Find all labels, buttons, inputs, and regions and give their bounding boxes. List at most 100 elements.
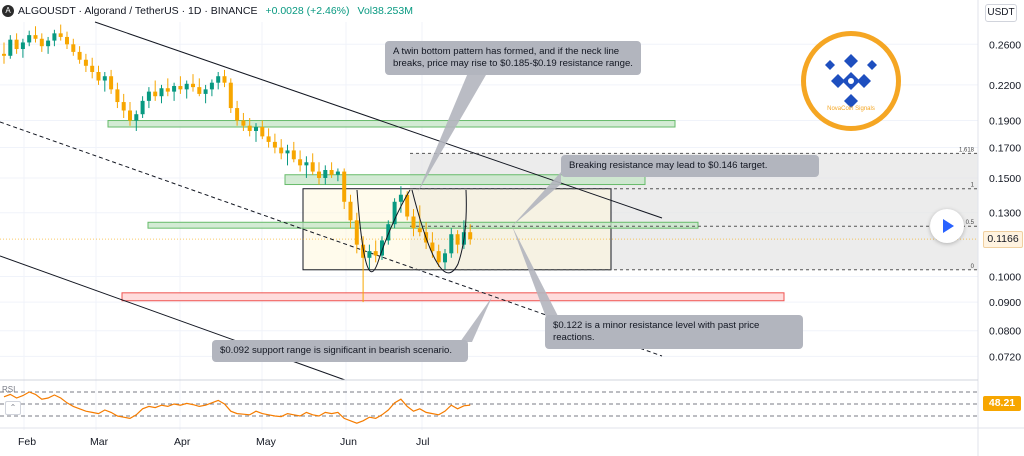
candle-body: [367, 251, 372, 258]
rsi-label: RSI: [2, 385, 16, 394]
candle-body: [405, 194, 410, 217]
fib-level-label: 1: [971, 183, 975, 189]
candle-body: [65, 36, 69, 45]
candle-body: [285, 150, 290, 154]
candle-body: [39, 38, 44, 47]
candle-body: [191, 83, 195, 88]
candle-body: [380, 240, 384, 256]
candle-body: [291, 150, 296, 160]
y-tick-label: 0.0900: [989, 297, 1021, 309]
y-tick-label: 0.2600: [989, 39, 1021, 51]
candle-body: [203, 89, 208, 94]
candle-body: [209, 82, 214, 90]
brand-diamond-logo-icon: [825, 54, 877, 108]
currency-selector[interactable]: USDT: [985, 4, 1017, 22]
candle-body: [304, 162, 309, 166]
pattern-box-layer: [302, 153, 978, 271]
candle-body: [46, 40, 51, 47]
candle-body: [216, 76, 221, 83]
fib-level-label: 0.5: [966, 220, 975, 226]
current-price-tag: 0.1166: [983, 231, 1023, 248]
candle-body: [96, 71, 101, 81]
y-tick-label: 0.0800: [989, 326, 1021, 338]
candle-body: [266, 136, 271, 142]
candle-body: [411, 216, 416, 229]
candle-body: [146, 91, 151, 101]
candle-body: [83, 59, 88, 66]
candle-body: [436, 251, 441, 263]
candle-body: [197, 87, 202, 94]
candle-body: [272, 141, 277, 148]
pointer-support: [460, 297, 492, 342]
candle-body: [2, 53, 6, 56]
candle-body: [140, 100, 145, 115]
candle-body: [260, 127, 265, 137]
pointer-minor-resistance: [512, 226, 560, 320]
candle-body: [134, 114, 139, 121]
candle-body: [417, 228, 422, 233]
fibonacci-layer: 1.618 1 0.5 0: [410, 147, 978, 271]
candle-body: [14, 39, 19, 50]
x-tick-label: Jun: [340, 436, 357, 448]
candle-body: [398, 194, 403, 202]
candle-body: [254, 127, 258, 131]
candle-body: [109, 76, 114, 90]
callout-support[interactable]: $0.092 support range is significant in b…: [212, 340, 468, 362]
candle-body: [121, 102, 126, 111]
resistance-zone: [284, 174, 646, 186]
candle-body: [468, 232, 473, 240]
pointer-twin-bottom: [418, 68, 490, 192]
twin-bottom-pattern-box: [302, 188, 612, 271]
candle-body: [430, 242, 435, 252]
callout-minor-resistance[interactable]: $0.122 is a minor resistance level with …: [545, 315, 803, 349]
price-change: +0.0028 (+2.46%): [265, 5, 350, 17]
candle-body: [222, 76, 227, 83]
support-zone: [121, 292, 785, 302]
callout-twin-bottom[interactable]: A twin bottom pattern has formed, and if…: [385, 41, 641, 75]
resistance-zone: [107, 120, 676, 128]
candle-body: [348, 201, 353, 221]
candle-body: [342, 171, 347, 202]
candle-body: [392, 201, 397, 225]
candle-body: [102, 76, 107, 81]
y-tick-label: 0.0720: [989, 351, 1021, 363]
replay-button[interactable]: [930, 209, 964, 243]
volume-readout: Vol38.253M: [357, 5, 413, 17]
candle-body: [247, 125, 252, 131]
callout-breaking-resistance[interactable]: Breaking resistance may lead to $0.146 t…: [561, 155, 819, 177]
pointer-breaking-resistance: [512, 172, 561, 226]
candle-body: [172, 86, 177, 92]
y-tick-label: 0.1700: [989, 143, 1021, 155]
candle-body: [228, 82, 233, 109]
candle-body: [241, 120, 246, 126]
chart-title[interactable]: ALGOUSDT · Algorand / TetherUS · 1D · BI…: [18, 5, 258, 17]
rsi-line: [3, 391, 471, 424]
logo-caption: NovaCoin Signals: [827, 106, 875, 112]
candle-body: [317, 171, 321, 178]
candle-body: [235, 108, 240, 121]
y-tick-label: 0.1300: [989, 208, 1021, 220]
collapse-chevron-icon[interactable]: ⌃: [5, 401, 21, 415]
candle-body: [159, 88, 164, 97]
x-tick-label: Feb: [18, 436, 36, 448]
fib-level-label: 0: [971, 264, 975, 270]
twin-bottom-curve-right: [411, 189, 467, 274]
candle-body: [455, 234, 460, 245]
candle-body: [184, 83, 189, 90]
candle-body: [279, 147, 284, 154]
candle-body: [20, 42, 25, 50]
candle-body: [153, 91, 158, 97]
x-tick-label: Jul: [416, 436, 429, 448]
callout-pointer-layer: [418, 68, 561, 342]
rsi-layer: [0, 391, 978, 424]
descending-trendline-upper: [94, 21, 663, 219]
zone-layer: [0, 120, 978, 302]
rsi-value-tag: 48.21: [983, 396, 1021, 411]
candle-body: [178, 86, 183, 90]
fib-level-label: 1.618: [959, 147, 975, 153]
candles-layer: [2, 24, 473, 303]
candle-body: [115, 89, 120, 103]
chart-header: A ALGOUSDT · Algorand / TetherUS · 1D · …: [0, 3, 413, 19]
